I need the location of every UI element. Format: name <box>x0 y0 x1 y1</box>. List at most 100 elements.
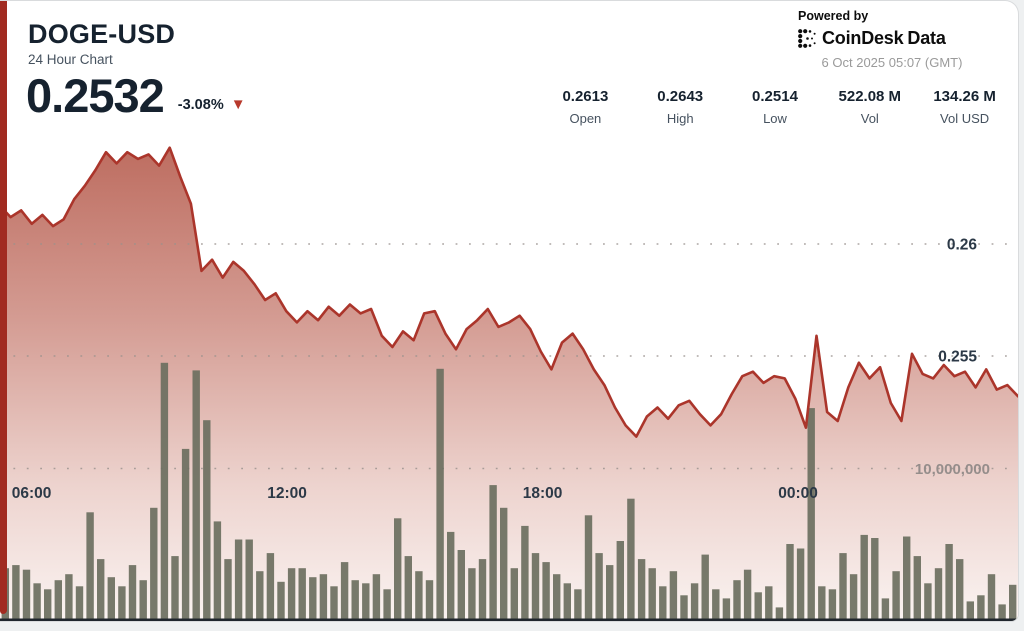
volume-bar <box>659 586 667 621</box>
stats-row: 0.2613 Open 0.2643 High 0.2514 Low 522.0… <box>538 88 1012 126</box>
symbol-title: DOGE-USD <box>28 19 176 49</box>
volume-bar <box>648 568 656 621</box>
volume-bar <box>913 556 921 621</box>
x-tick-label: 06:00 <box>12 485 52 502</box>
price-row: 0.2532 -3.08% ▼ <box>26 69 246 122</box>
volume-bar <box>383 589 391 621</box>
volume-bar <box>818 586 826 621</box>
volume-bar <box>606 565 614 621</box>
volume-bar <box>627 498 635 621</box>
volume-bar <box>828 589 837 621</box>
powered-by-label: Powered by <box>798 9 869 23</box>
volume-bar <box>75 586 84 621</box>
volume-bar <box>500 507 508 621</box>
price-tick-label: 0.255 <box>938 349 977 366</box>
volume-bar <box>457 550 465 621</box>
volume-bar <box>478 559 487 621</box>
stat-open: 0.2613 Open <box>538 88 633 126</box>
timestamp: 6 Oct 2025 05:07 (GMT) <box>821 55 963 70</box>
volume-bar <box>1009 584 1017 621</box>
volume-bar <box>574 589 582 621</box>
volume-bar <box>425 580 434 621</box>
coindesk-logo-text: CoinDesk Data <box>822 28 946 49</box>
volume-bar <box>160 362 169 621</box>
volume-bar <box>690 583 699 621</box>
volume-bar <box>934 568 943 621</box>
volume-bar <box>330 586 338 621</box>
volume-bar <box>22 569 31 621</box>
volume-bar <box>775 607 784 621</box>
volume-bar <box>521 525 529 621</box>
chart-subtitle: 24 Hour Chart <box>28 52 113 67</box>
volume-bar <box>860 534 868 621</box>
volume-bar <box>415 571 423 621</box>
volume-bar <box>213 521 222 621</box>
x-tick-label: 12:00 <box>267 485 307 502</box>
volume-bar <box>150 507 158 621</box>
stat-value: 0.2514 <box>752 88 798 105</box>
stat-value: 134.26 M <box>933 88 996 105</box>
volume-bar <box>224 559 232 621</box>
volume-bar <box>340 562 349 621</box>
volume-bar <box>65 574 73 621</box>
volume-bar <box>192 370 200 621</box>
price-change-percent: -3.08% <box>177 96 224 113</box>
volume-bar <box>849 574 858 621</box>
volume-bar <box>447 531 455 621</box>
volume-bar <box>680 595 688 621</box>
volume-bar <box>309 577 317 621</box>
stat-label: Low <box>763 110 787 126</box>
accent-stripe <box>0 1 7 614</box>
volume-bar <box>871 538 879 621</box>
chart-canvas[interactable]: 0.26 0.255 10,000,000 06:00 12:00 18:00 00:00 <box>0 1 1018 622</box>
current-price: 0.2532 <box>26 69 165 122</box>
volume-bar <box>924 583 932 621</box>
volume-bar <box>765 586 773 621</box>
volume-bar <box>945 544 953 621</box>
volume-bar <box>669 571 678 621</box>
volume-bar <box>807 408 815 621</box>
volume-bar <box>266 553 275 621</box>
volume-bar <box>33 583 41 621</box>
volume-bar <box>245 539 253 621</box>
volume-bar <box>542 562 550 621</box>
volume-bar <box>510 568 518 621</box>
stat-label: Vol <box>860 110 879 126</box>
volume-bar <box>903 536 911 621</box>
volume-bar <box>12 565 20 621</box>
volume-bar <box>404 556 412 621</box>
stat-label: Vol USD <box>940 110 990 126</box>
volume-bar <box>743 569 752 621</box>
x-tick-label: 00:00 <box>778 485 818 502</box>
stat-value: 0.2613 <box>562 88 609 105</box>
price-area <box>0 147 1018 620</box>
volume-bar <box>97 559 105 621</box>
coindesk-logo-icon <box>798 29 816 48</box>
stat-label: Open <box>569 110 602 126</box>
volume-bar <box>468 568 476 621</box>
stat-vol-usd: 134.26 M Vol USD <box>917 88 1012 126</box>
volume-bar <box>839 553 847 621</box>
stat-value: 522.08 M <box>838 88 902 105</box>
coindesk-logo[interactable]: CoinDesk Data <box>798 28 986 49</box>
volume-bar <box>987 574 996 621</box>
volume-bar <box>616 541 624 621</box>
volume-bar <box>287 568 296 621</box>
volume-bar <box>118 586 126 621</box>
price-change: -3.08% ▼ <box>178 97 246 122</box>
volume-bar <box>712 589 720 621</box>
price-line <box>0 146 1018 438</box>
volume-bar <box>394 518 402 621</box>
volume-bar <box>362 583 370 621</box>
volume-bar <box>637 559 646 621</box>
volume-bar <box>234 539 243 621</box>
volume-bar <box>171 556 179 621</box>
volume-bar <box>595 553 603 621</box>
volume-bar <box>277 581 285 621</box>
volume-bar <box>998 604 1006 621</box>
volume-bar <box>754 592 762 621</box>
volume-bar <box>966 601 974 621</box>
volume-bar <box>977 595 985 621</box>
